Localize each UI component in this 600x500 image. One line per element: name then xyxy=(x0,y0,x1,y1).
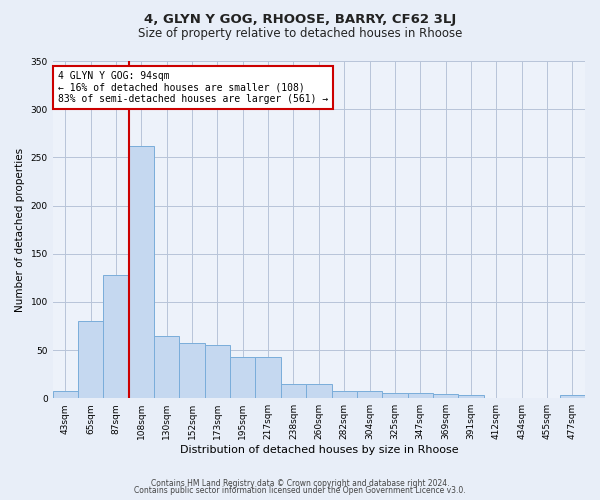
Bar xyxy=(205,345,230,398)
Bar xyxy=(154,336,179,398)
Bar xyxy=(129,146,154,398)
Bar xyxy=(458,396,484,398)
Bar xyxy=(53,392,78,398)
Bar xyxy=(78,321,103,398)
Text: Contains HM Land Registry data © Crown copyright and database right 2024.: Contains HM Land Registry data © Crown c… xyxy=(151,478,449,488)
Bar xyxy=(407,394,433,398)
Text: Size of property relative to detached houses in Rhoose: Size of property relative to detached ho… xyxy=(138,28,462,40)
Bar xyxy=(256,357,281,398)
Text: 4 GLYN Y GOG: 94sqm
← 16% of detached houses are smaller (108)
83% of semi-detac: 4 GLYN Y GOG: 94sqm ← 16% of detached ho… xyxy=(58,71,328,104)
Bar xyxy=(382,394,407,398)
Bar xyxy=(230,357,256,398)
X-axis label: Distribution of detached houses by size in Rhoose: Distribution of detached houses by size … xyxy=(179,445,458,455)
Bar xyxy=(179,344,205,398)
Bar xyxy=(103,275,129,398)
Bar xyxy=(433,394,458,398)
Y-axis label: Number of detached properties: Number of detached properties xyxy=(15,148,25,312)
Text: Contains public sector information licensed under the Open Government Licence v3: Contains public sector information licen… xyxy=(134,486,466,495)
Bar xyxy=(306,384,332,398)
Bar xyxy=(357,392,382,398)
Bar xyxy=(281,384,306,398)
Bar xyxy=(332,390,357,398)
Text: 4, GLYN Y GOG, RHOOSE, BARRY, CF62 3LJ: 4, GLYN Y GOG, RHOOSE, BARRY, CF62 3LJ xyxy=(144,12,456,26)
Bar xyxy=(560,396,585,398)
